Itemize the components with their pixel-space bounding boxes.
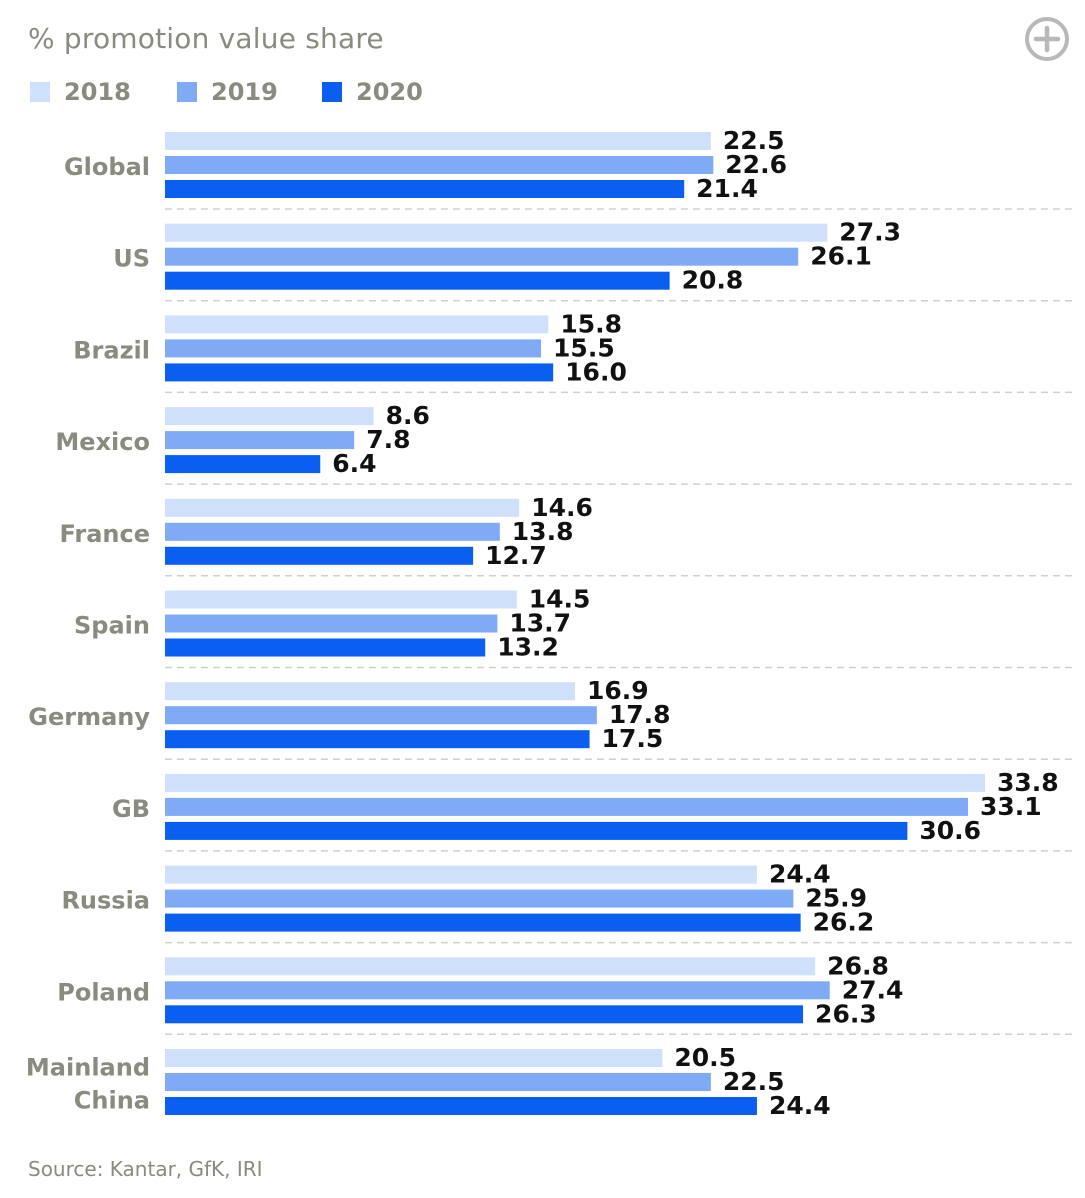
value-label-us-2020: 20.8 — [682, 266, 744, 295]
category-label-mexico: Mexico — [55, 428, 150, 456]
value-label-poland-2018: 26.8 — [827, 951, 889, 980]
legend-label-2019: 2019 — [211, 78, 278, 106]
bar-france-2020[interactable] — [165, 546, 474, 565]
bar-poland-2020[interactable] — [165, 1005, 804, 1024]
legend-item-2019[interactable]: 2019 — [177, 76, 278, 108]
value-label-global-2018: 22.5 — [723, 126, 785, 155]
chart-title: % promotion value share — [28, 22, 384, 55]
source-note: Source: Kantar, GfK, IRI — [28, 1157, 263, 1181]
category-label-brazil: Brazil — [73, 336, 150, 364]
bar-global-2019[interactable] — [165, 156, 714, 174]
category-label-global: Global — [64, 153, 150, 181]
bar-germany-2018[interactable] — [165, 682, 575, 701]
value-label-germany-2018: 16.9 — [587, 676, 649, 705]
value-label-spain-2018: 14.5 — [529, 585, 591, 614]
bar-spain-2020[interactable] — [165, 638, 486, 657]
bar-russia-2018[interactable] — [165, 865, 757, 884]
category-label-us: US — [113, 245, 150, 273]
category-label-russia: Russia — [61, 887, 150, 915]
value-label-brazil-2018: 15.8 — [560, 309, 622, 338]
value-label-brazil-2019: 15.5 — [553, 333, 615, 362]
bar-gb-2020[interactable] — [165, 821, 908, 840]
value-label-poland-2020: 26.3 — [815, 999, 877, 1028]
value-label-france-2018: 14.6 — [531, 493, 593, 522]
value-label-russia-2019: 25.9 — [805, 884, 867, 913]
legend-item-2020[interactable]: 2020 — [322, 76, 423, 108]
bar-spain-2018[interactable] — [165, 590, 517, 609]
value-label-germany-2020: 17.5 — [602, 724, 664, 753]
value-label-spain-2019: 13.7 — [509, 609, 571, 638]
value-label-mexico-2018: 8.6 — [386, 401, 430, 430]
legend-item-2018[interactable]: 2018 — [30, 76, 131, 108]
plus-circle-icon[interactable] — [1023, 15, 1071, 63]
bar-germany-2019[interactable] — [165, 706, 597, 725]
bar-gb-2019[interactable] — [165, 797, 969, 816]
category-label-gb: GB — [112, 795, 150, 823]
legend-swatch-2020 — [322, 82, 342, 102]
value-label-poland-2019: 27.4 — [842, 975, 904, 1004]
bar-us-2019[interactable] — [165, 247, 799, 266]
category-label-poland: Poland — [57, 978, 150, 1006]
bar-mexico-2020[interactable] — [165, 455, 321, 474]
value-label-gb-2018: 33.8 — [997, 768, 1059, 797]
value-label-global-2019: 22.6 — [725, 150, 787, 179]
value-label-spain-2020: 13.2 — [497, 633, 559, 662]
bar-mexico-2018[interactable] — [165, 407, 374, 426]
bar-brazil-2018[interactable] — [165, 315, 549, 334]
bar-mainland-china-2019[interactable] — [165, 1073, 711, 1091]
category-label-mainland-china-line-1: Mainland — [26, 1054, 150, 1082]
bar-mainland-china-2020[interactable] — [165, 1097, 757, 1115]
value-label-mexico-2019: 7.8 — [366, 425, 410, 454]
value-label-brazil-2020: 16.0 — [565, 357, 627, 386]
value-label-russia-2018: 24.4 — [769, 860, 831, 889]
legend-swatch-2019 — [177, 82, 197, 102]
legend-swatch-2018 — [30, 82, 50, 102]
value-label-us-2018: 27.3 — [839, 218, 901, 247]
category-label-spain: Spain — [74, 612, 150, 640]
value-label-russia-2020: 26.2 — [813, 908, 875, 937]
category-label-france: France — [60, 520, 150, 548]
bar-mainland-china-2018[interactable] — [165, 1049, 663, 1067]
bar-mexico-2019[interactable] — [165, 431, 355, 450]
value-label-mainland-china-2018: 20.5 — [674, 1043, 736, 1072]
bar-russia-2020[interactable] — [165, 913, 801, 932]
value-label-gb-2019: 33.1 — [980, 792, 1042, 821]
bar-france-2019[interactable] — [165, 522, 500, 541]
value-label-mainland-china-2020: 24.4 — [769, 1091, 831, 1120]
bar-poland-2018[interactable] — [165, 957, 816, 976]
value-label-germany-2019: 17.8 — [609, 700, 671, 729]
bar-poland-2019[interactable] — [165, 981, 830, 1000]
bar-us-2018[interactable] — [165, 223, 828, 242]
legend-label-2018: 2018 — [64, 78, 131, 106]
bar-russia-2019[interactable] — [165, 889, 794, 908]
bar-us-2020[interactable] — [165, 271, 670, 290]
legend-label-2020: 2020 — [356, 78, 423, 106]
value-label-global-2020: 21.4 — [696, 174, 758, 203]
bar-france-2018[interactable] — [165, 498, 520, 517]
value-label-gb-2020: 30.6 — [919, 816, 981, 845]
value-label-us-2019: 26.1 — [810, 242, 872, 271]
value-label-france-2020: 12.7 — [485, 541, 547, 570]
bar-gb-2018[interactable] — [165, 773, 985, 792]
bar-brazil-2020[interactable] — [165, 363, 554, 382]
category-label-mainland-china-line-2: China — [74, 1087, 150, 1115]
value-label-mexico-2020: 6.4 — [332, 449, 376, 478]
bar-spain-2019[interactable] — [165, 614, 498, 633]
value-label-france-2019: 13.8 — [512, 517, 574, 546]
value-label-mainland-china-2019: 22.5 — [723, 1067, 785, 1096]
category-label-germany: Germany — [28, 703, 150, 731]
bar-global-2020[interactable] — [165, 180, 685, 198]
bar-germany-2020[interactable] — [165, 730, 590, 749]
bar-global-2018[interactable] — [165, 132, 711, 150]
bar-brazil-2019[interactable] — [165, 339, 542, 358]
